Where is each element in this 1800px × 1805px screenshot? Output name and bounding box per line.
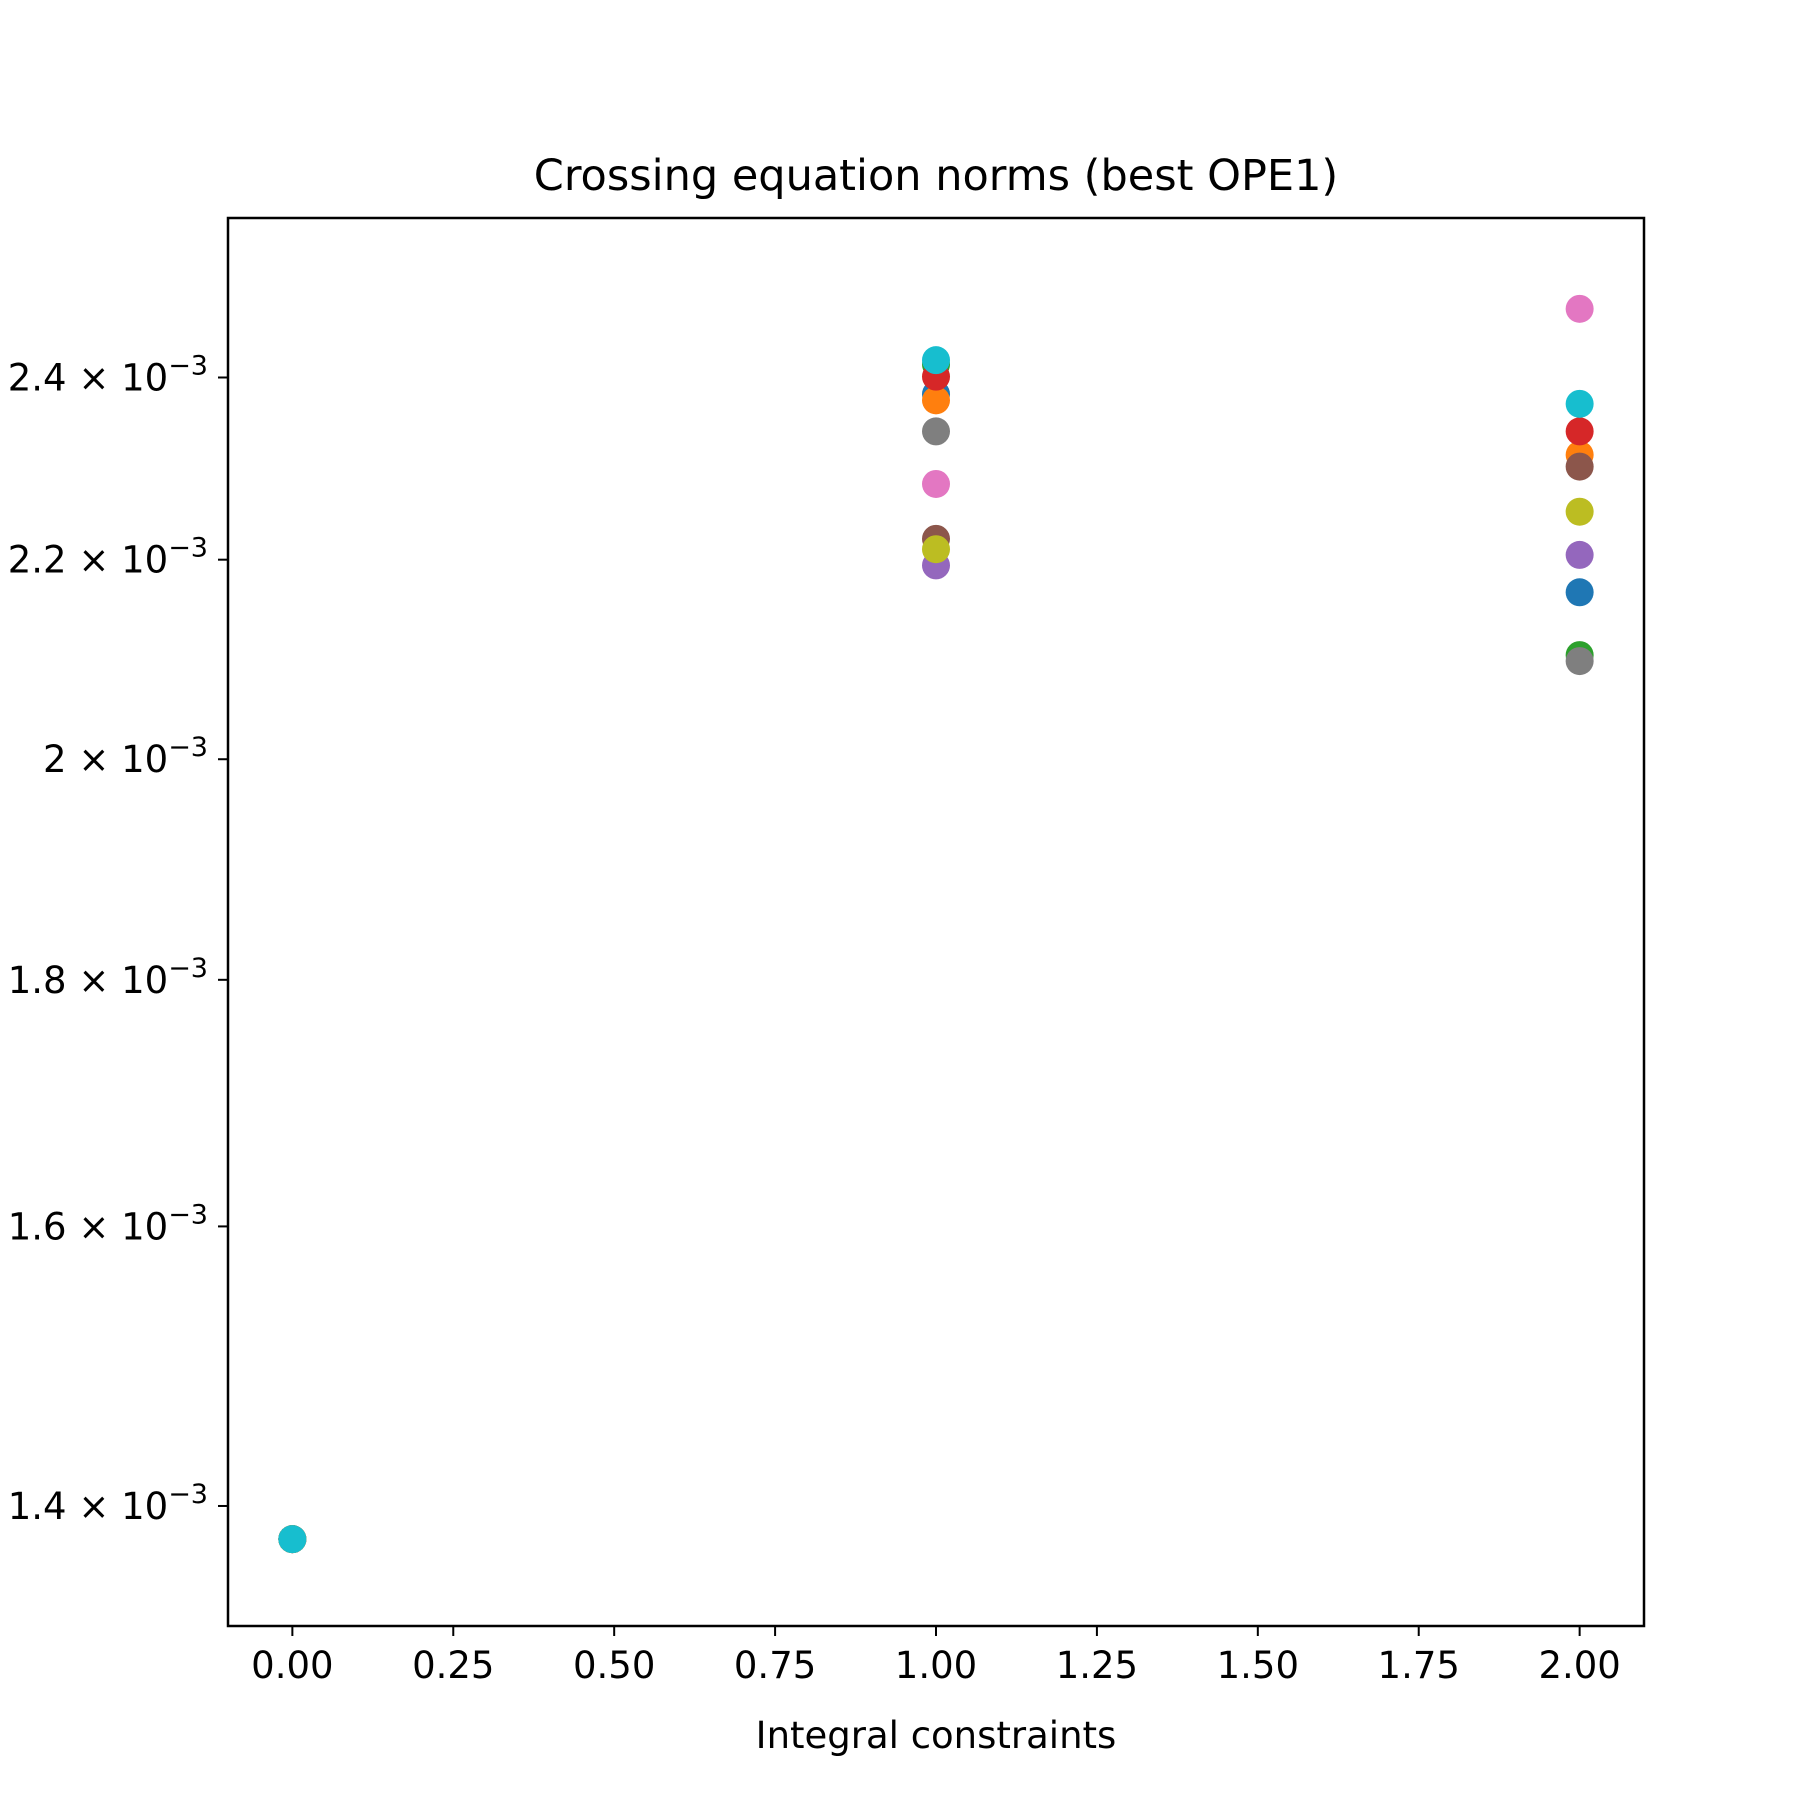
data-point xyxy=(1565,647,1594,676)
data-point xyxy=(1565,417,1594,446)
x-tick-label: 0.50 xyxy=(573,1644,655,1687)
x-tick-label: 2.00 xyxy=(1538,1644,1620,1687)
data-point xyxy=(922,346,950,375)
x-tick-label: 1.75 xyxy=(1378,1644,1460,1687)
y-tick-label: 1.4 × 10−3 xyxy=(8,1479,208,1528)
data-point xyxy=(1565,452,1594,481)
y-tick-exponent: −3 xyxy=(168,533,208,564)
y-tick-label: 2.4 × 10−3 xyxy=(8,351,208,400)
data-point xyxy=(1565,389,1594,418)
x-axis-ticks: 0.00 0.25 0.50 0.75 1.00 1.25 1.50 1.75 2.00 xyxy=(251,1626,1621,1687)
x-tick-label: 1.25 xyxy=(1056,1644,1138,1687)
data-point xyxy=(922,469,950,498)
y-tick-mantissa: 1.4 xyxy=(8,1485,67,1528)
y-tick-label: 1.6 × 10−3 xyxy=(8,1199,208,1248)
data-point xyxy=(1565,294,1594,323)
data-point xyxy=(1565,540,1594,569)
y-tick-times-ten: × 10 xyxy=(67,1205,169,1248)
data-point xyxy=(1565,497,1594,526)
y-tick-times-ten: × 10 xyxy=(67,357,169,400)
data-point xyxy=(1565,578,1594,607)
y-tick-times-ten: × 10 xyxy=(67,1485,169,1528)
x-axis-label: Integral constraints xyxy=(756,1714,1117,1757)
y-tick-label: 2 × 10−3 xyxy=(43,732,208,781)
y-tick-times-ten: × 10 xyxy=(67,959,169,1002)
y-tick-mantissa: 2.2 xyxy=(8,539,67,582)
y-tick-mantissa: 2 xyxy=(43,738,67,781)
x-tick-label: 0.75 xyxy=(734,1644,816,1687)
x-tick-label: 0.00 xyxy=(251,1644,333,1687)
y-tick-exponent: −3 xyxy=(168,732,208,763)
points-layer xyxy=(278,294,1594,1554)
data-point xyxy=(922,386,950,415)
y-tick-exponent: −3 xyxy=(168,953,208,984)
y-tick-mantissa: 1.8 xyxy=(8,959,67,1002)
y-tick-exponent: −3 xyxy=(168,351,208,382)
data-point xyxy=(278,1525,307,1554)
y-tick-times-ten: × 10 xyxy=(67,539,169,582)
x-tick-label: 1.50 xyxy=(1217,1644,1299,1687)
y-tick-label: 2.2 × 10−3 xyxy=(8,533,208,582)
y-tick-mantissa: 1.6 xyxy=(8,1205,67,1248)
y-tick-times-ten: × 10 xyxy=(67,738,169,781)
y-tick-exponent: −3 xyxy=(168,1479,208,1510)
chart-title: Crossing equation norms (best OPE1) xyxy=(534,151,1338,201)
data-point xyxy=(922,417,950,446)
x-tick-label: 0.25 xyxy=(412,1644,494,1687)
y-tick-mantissa: 2.4 xyxy=(8,357,67,400)
y-tick-label: 1.8 × 10−3 xyxy=(8,953,208,1002)
x-tick-label: 1.00 xyxy=(895,1644,977,1687)
data-point xyxy=(922,535,950,564)
y-axis-ticks: 1.4 × 10−31.6 × 10−31.8 × 10−32 × 10−32.… xyxy=(8,351,228,1528)
y-tick-exponent: −3 xyxy=(168,1199,208,1230)
